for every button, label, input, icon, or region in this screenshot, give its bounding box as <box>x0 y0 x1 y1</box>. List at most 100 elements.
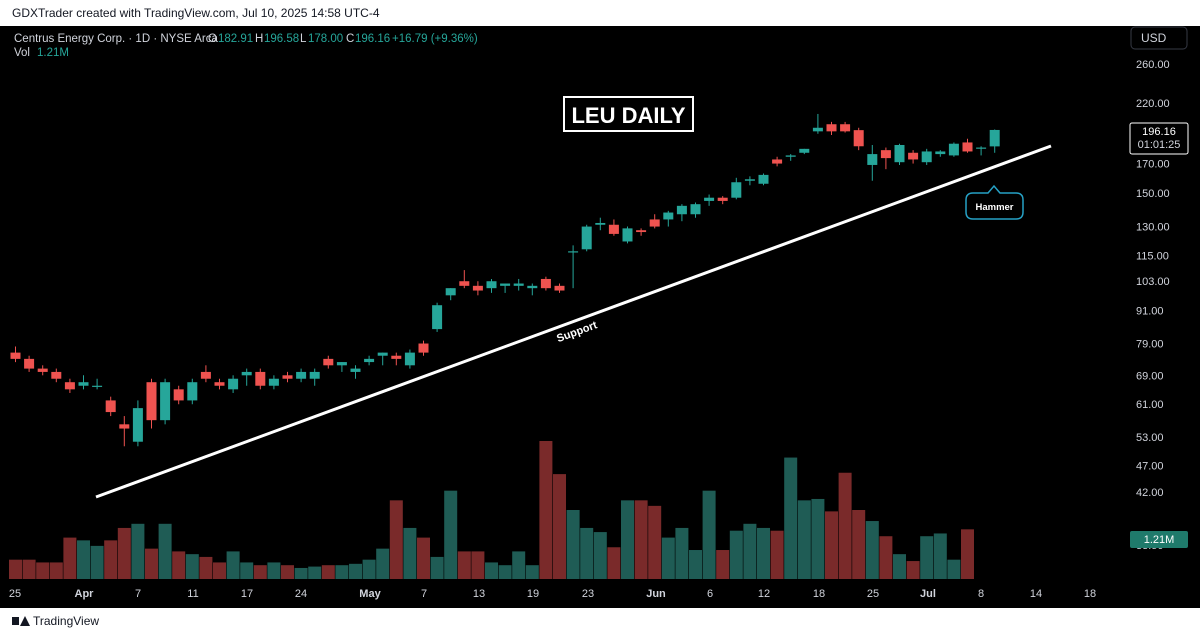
candle[interactable] <box>350 365 361 379</box>
candle[interactable] <box>486 278 497 293</box>
price-axis[interactable]: 260.00 220.00 170.00 150.00 130.00 115.00 103.… <box>1136 59 1170 552</box>
candle[interactable] <box>731 177 742 200</box>
candle-body <box>581 226 592 250</box>
candle[interactable] <box>64 378 75 393</box>
time-tick-label: 11 <box>187 588 198 600</box>
candle[interactable] <box>146 378 157 429</box>
candle[interactable] <box>758 173 769 186</box>
volume-bar <box>661 537 675 579</box>
candle[interactable] <box>10 346 21 363</box>
candle[interactable] <box>595 217 606 231</box>
candle[interactable] <box>418 340 429 356</box>
candle[interactable] <box>976 146 987 156</box>
candle[interactable] <box>622 226 633 244</box>
candle[interactable] <box>214 378 225 390</box>
candlestick-chart[interactable]: Centrus Energy Corp. · 1D · NYSE Arca O … <box>0 26 1200 608</box>
candle-body <box>812 127 823 132</box>
tradingview-brand[interactable]: TradingView <box>12 614 99 628</box>
candle[interactable] <box>826 121 837 135</box>
candle[interactable] <box>472 281 483 296</box>
candle[interactable] <box>391 352 402 366</box>
candle[interactable] <box>853 127 864 151</box>
candle[interactable] <box>445 288 456 301</box>
candle[interactable] <box>935 150 946 157</box>
candle-body <box>663 212 674 220</box>
candle[interactable] <box>894 143 905 165</box>
candle[interactable] <box>377 352 388 366</box>
candle[interactable] <box>200 365 211 383</box>
candle-body <box>78 382 89 386</box>
candle[interactable] <box>323 355 334 369</box>
support-trendline[interactable] <box>95 144 1052 499</box>
price-tick-label: 91.00 <box>1136 305 1164 317</box>
candle[interactable] <box>268 375 279 390</box>
candle[interactable] <box>51 368 62 383</box>
candle[interactable] <box>717 196 728 205</box>
time-axis[interactable]: 25 Apr 7 11 17 24 May 7 13 19 23 Jun 6 12 18 25 Jul 8 14 18 <box>9 588 1096 600</box>
candle[interactable] <box>364 355 375 366</box>
high-value: 196.58 <box>264 33 299 45</box>
candle-body <box>187 382 198 401</box>
volume-bar <box>9 559 22 579</box>
candle[interactable] <box>908 150 919 164</box>
candle[interactable] <box>867 144 878 181</box>
symbol-legend: Centrus Energy Corp. · 1D · NYSE Arca O … <box>14 33 478 59</box>
volume-bar <box>525 565 539 579</box>
hammer-callout[interactable]: Hammer <box>965 184 1024 220</box>
candle[interactable] <box>649 214 660 229</box>
candle[interactable] <box>663 210 674 227</box>
time-tick-label: 18 <box>813 588 825 600</box>
candle[interactable] <box>241 368 252 386</box>
candle[interactable] <box>799 148 810 155</box>
candle[interactable] <box>92 378 103 390</box>
candle[interactable] <box>785 154 796 161</box>
candle[interactable] <box>78 375 89 390</box>
candle[interactable] <box>296 368 307 383</box>
candle[interactable] <box>160 378 171 425</box>
price-tick-label: 150.00 <box>1136 188 1170 200</box>
candle[interactable] <box>404 349 415 369</box>
candle[interactable] <box>336 362 347 372</box>
candle-body <box>744 179 755 181</box>
candle[interactable] <box>581 224 592 252</box>
candle[interactable] <box>24 355 35 372</box>
candle[interactable] <box>690 202 701 218</box>
candle[interactable] <box>500 283 511 293</box>
currency-label: USD <box>1141 31 1167 45</box>
currency-button[interactable]: USD <box>1130 26 1188 50</box>
candle[interactable] <box>704 194 715 206</box>
candle[interactable] <box>187 378 198 405</box>
candle[interactable] <box>554 283 565 293</box>
candle[interactable] <box>540 276 551 291</box>
candle[interactable] <box>255 368 266 390</box>
candle[interactable] <box>173 385 184 405</box>
candle[interactable] <box>37 365 48 376</box>
candle[interactable] <box>744 176 755 186</box>
title-annotation[interactable]: LEU DAILY <box>563 96 694 132</box>
candle[interactable] <box>921 148 932 165</box>
candle[interactable] <box>948 142 959 157</box>
candle[interactable] <box>880 147 891 170</box>
candle[interactable] <box>676 204 687 222</box>
candle[interactable] <box>119 416 130 447</box>
candle[interactable] <box>840 121 851 133</box>
candle[interactable] <box>608 219 619 236</box>
candle[interactable] <box>282 371 293 383</box>
candle[interactable] <box>962 138 973 153</box>
candle[interactable] <box>309 368 320 386</box>
candle[interactable] <box>228 375 239 393</box>
candle[interactable] <box>459 270 470 289</box>
candle[interactable] <box>132 400 143 447</box>
candle[interactable] <box>527 283 538 296</box>
candle[interactable] <box>513 278 524 291</box>
price-tick-label: 79.00 <box>1136 339 1164 351</box>
candle[interactable] <box>636 228 647 236</box>
chart-area[interactable]: Centrus Energy Corp. · 1D · NYSE Arca O … <box>0 26 1200 608</box>
candle[interactable] <box>105 396 116 417</box>
volume-tag: 1.21M <box>1130 531 1188 548</box>
candle[interactable] <box>772 156 783 167</box>
candle[interactable] <box>432 302 443 332</box>
candle[interactable] <box>989 129 1000 153</box>
candle[interactable] <box>568 245 579 289</box>
candle[interactable] <box>812 113 823 134</box>
